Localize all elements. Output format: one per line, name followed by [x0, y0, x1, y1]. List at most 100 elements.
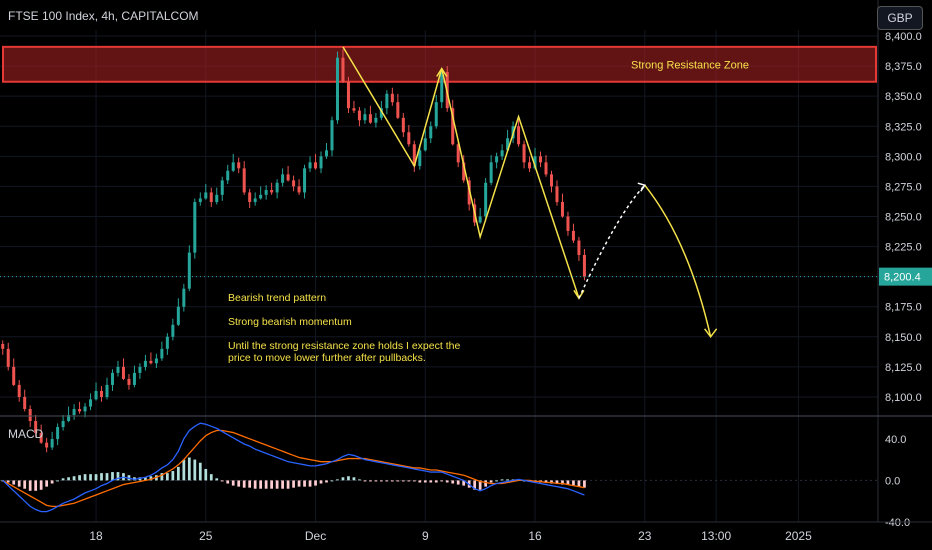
last-price-label: 8,200.4 — [884, 272, 921, 284]
candle — [204, 184, 208, 200]
candle-body — [539, 156, 543, 163]
macd-histogram-bar — [401, 480, 405, 482]
candle-body — [171, 324, 175, 337]
candle — [297, 179, 301, 195]
candle — [34, 415, 38, 437]
macd-histogram-bar — [226, 480, 230, 484]
candle-body — [314, 162, 318, 169]
macd-histogram-bar — [34, 480, 38, 491]
candle — [61, 415, 65, 431]
candle-body — [522, 144, 526, 163]
projection-arrowhead — [704, 328, 718, 339]
candle — [132, 365, 136, 388]
candle — [357, 107, 361, 127]
candle-body — [566, 216, 570, 231]
macd-histogram-bar — [160, 473, 164, 481]
candle — [528, 156, 532, 172]
candle-body — [281, 174, 285, 183]
macd-histogram-bar — [281, 480, 284, 489]
candle-body — [571, 230, 575, 241]
candle-body — [335, 57, 339, 121]
candle-body — [549, 174, 554, 187]
time-tick-label: 13:00 — [701, 529, 731, 543]
candle — [259, 186, 263, 200]
macd-histogram-bar — [462, 480, 466, 486]
candle — [571, 223, 575, 243]
time-tick-label: 25 — [199, 529, 213, 543]
candle-body — [215, 194, 219, 203]
macd-histogram-bar — [204, 468, 208, 481]
candle-body — [330, 120, 334, 151]
macd-histogram-bar — [171, 471, 175, 481]
macd-histogram-bar — [572, 480, 575, 486]
candle-body — [187, 252, 191, 289]
candle-body — [143, 360, 147, 367]
macd-histogram-bar — [83, 474, 87, 481]
macd-label: MACD — [8, 427, 44, 441]
candle-body — [363, 114, 367, 121]
candle-body — [495, 156, 499, 163]
candle — [165, 333, 169, 355]
candle-body — [528, 162, 532, 169]
macd-line — [2, 422, 585, 513]
macd-histogram-bar — [253, 480, 257, 489]
macd-histogram-bar — [270, 480, 274, 489]
candle — [56, 423, 60, 446]
macd-histogram-bar — [396, 480, 400, 482]
candle — [451, 99, 455, 146]
candle — [396, 93, 400, 120]
candle — [324, 143, 329, 159]
candle — [198, 192, 202, 206]
candle — [231, 153, 235, 172]
candle-body — [209, 192, 213, 203]
candle-body — [456, 144, 460, 163]
price-tick-label: 8,350.0 — [885, 91, 922, 103]
macd-histogram-bar — [56, 480, 59, 482]
candle-body — [489, 162, 493, 183]
candle — [429, 121, 433, 144]
macd-histogram-bar — [506, 479, 509, 481]
candle-body — [582, 254, 586, 277]
candle — [363, 108, 367, 124]
resistance-zone-label: Strong Resistance Zone — [631, 59, 749, 71]
zigzag-arrowhead-up — [436, 67, 448, 77]
candle — [121, 358, 125, 381]
macd-histogram-bar — [215, 478, 219, 481]
macd-signal-line — [2, 429, 585, 508]
candle — [549, 170, 554, 193]
candle — [319, 151, 323, 174]
macd-tick-label: -40.0 — [885, 517, 910, 529]
macd-histogram-bar — [105, 473, 109, 481]
macd-histogram-bar — [358, 479, 361, 481]
candle-body — [67, 415, 71, 422]
candle-body — [94, 390, 98, 400]
candle — [582, 248, 586, 281]
candle-body — [83, 406, 87, 412]
macd-histogram-bar — [237, 480, 241, 487]
candle-body — [368, 114, 372, 123]
candle-body — [149, 360, 153, 364]
macd-histogram-bar — [308, 480, 312, 487]
candle-body — [555, 186, 559, 203]
macd-histogram-bar — [445, 480, 449, 483]
macd-histogram-bar — [116, 472, 120, 481]
candle — [330, 116, 334, 157]
candle — [522, 140, 526, 169]
candle — [116, 360, 120, 377]
macd-histogram-bar — [325, 480, 328, 483]
currency-button[interactable]: GBP — [877, 6, 923, 30]
candle-body — [264, 190, 268, 195]
candle-body — [577, 240, 581, 255]
candle — [176, 298, 180, 326]
macd-histogram-bar — [489, 480, 493, 483]
candle-body — [110, 372, 115, 385]
candle — [434, 94, 438, 129]
candle-body — [270, 190, 274, 193]
candle-body — [23, 396, 27, 409]
macd-histogram-bar — [440, 480, 444, 482]
candle-body — [259, 194, 263, 199]
candle-body — [484, 182, 488, 217]
candle — [182, 283, 186, 312]
candle — [500, 144, 504, 160]
